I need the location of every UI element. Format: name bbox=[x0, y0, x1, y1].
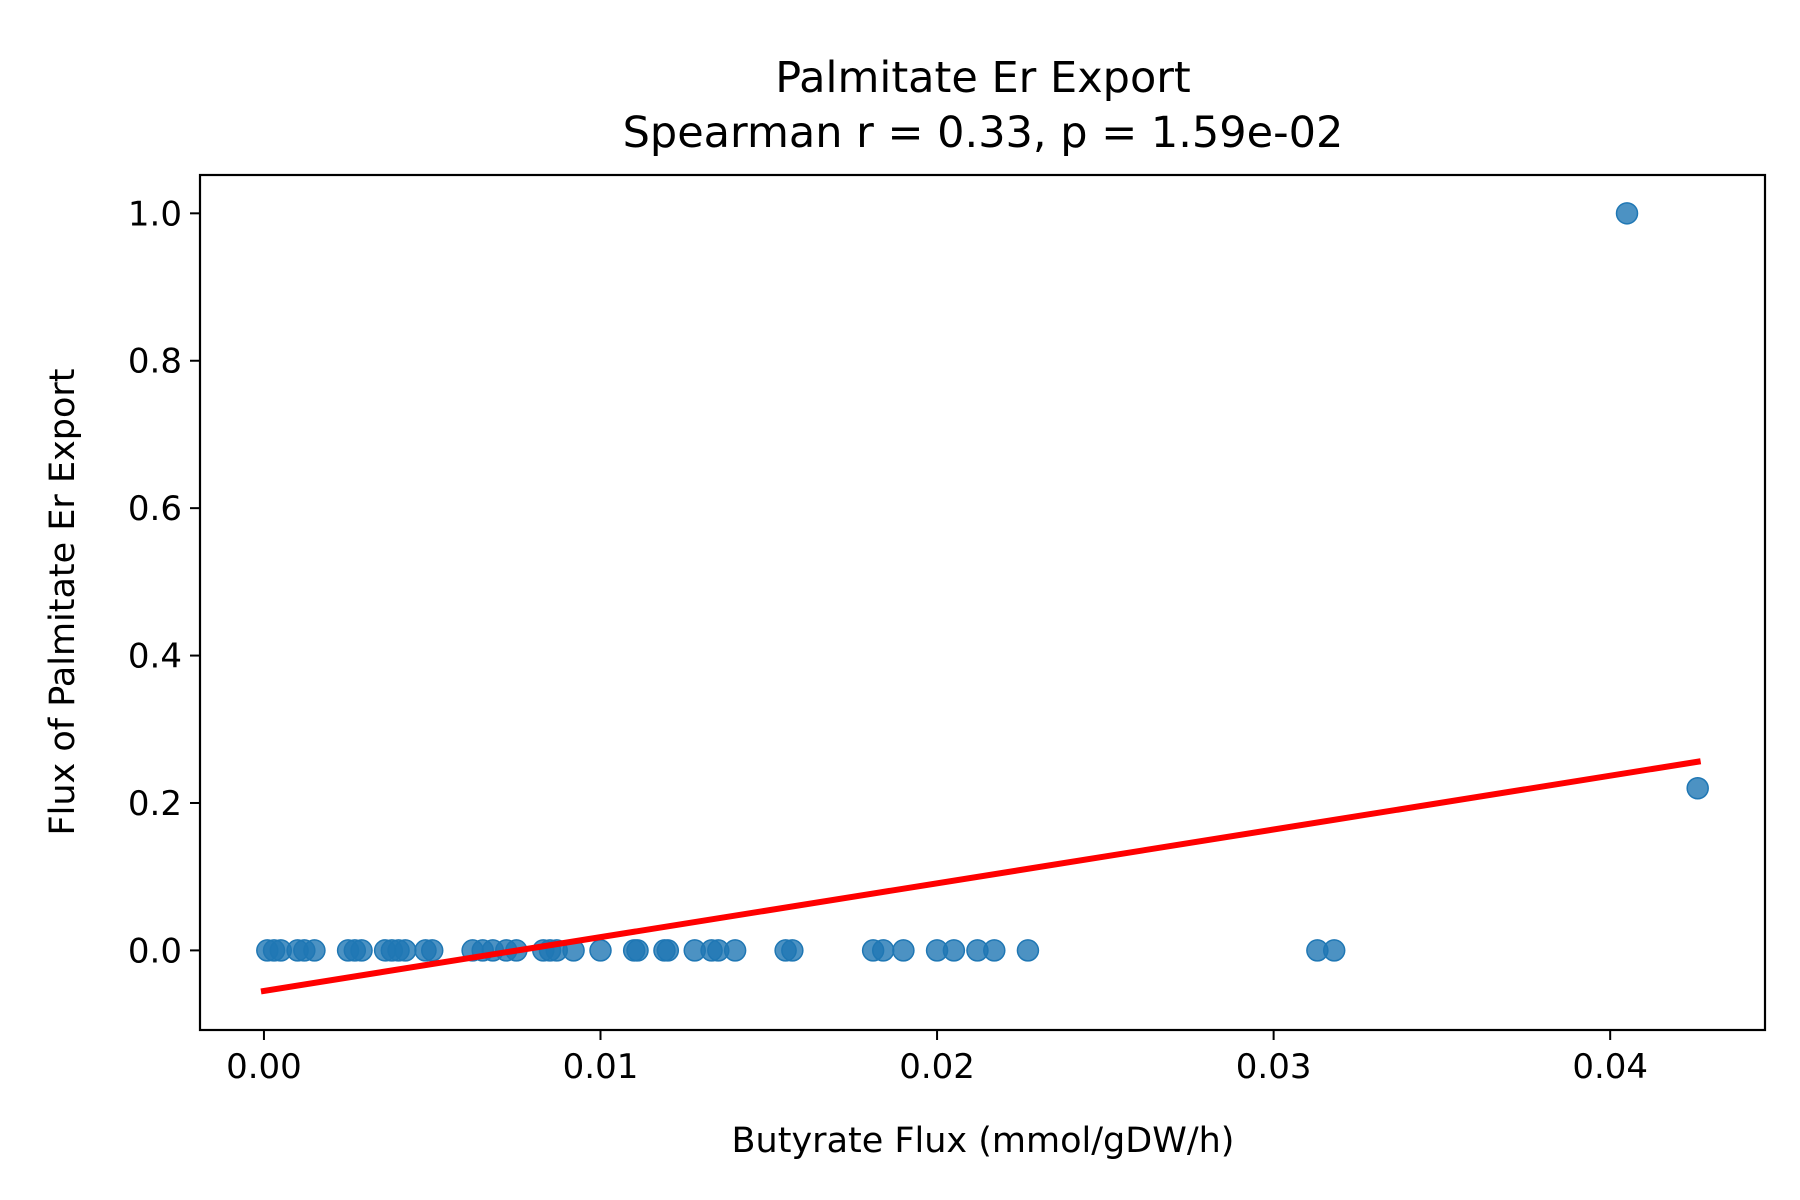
data-point bbox=[350, 939, 373, 962]
data-point bbox=[723, 939, 747, 962]
data-point bbox=[983, 939, 1006, 962]
x-axis-ticks: 0.00 0.01 0.02 0.03 0.04 bbox=[226, 1030, 1648, 1087]
plot-frame bbox=[198, 173, 1767, 1032]
x-tick-label: 0.03 bbox=[1236, 1047, 1312, 1087]
data-point bbox=[303, 939, 326, 962]
data-point bbox=[781, 939, 804, 962]
y-axis-label: Flux of Palmitate Er Export bbox=[43, 368, 83, 835]
x-axis-label: Butyrate Flux (mmol/gDW/h) bbox=[732, 1121, 1235, 1161]
data-point bbox=[394, 939, 417, 962]
scatter-points bbox=[256, 202, 1709, 962]
x-tick-label: 0.04 bbox=[1572, 1047, 1648, 1087]
data-point bbox=[420, 939, 444, 962]
chart-subtitle: Spearman r = 0.33, p = 1.59e-02 bbox=[623, 108, 1344, 158]
y-tick-label: 0.2 bbox=[128, 784, 182, 824]
data-point bbox=[892, 939, 915, 962]
data-point bbox=[589, 939, 612, 962]
y-tick-label: 0.8 bbox=[128, 342, 182, 382]
y-tick-label: 0.0 bbox=[128, 931, 182, 971]
y-axis-ticks: 0.0 0.2 0.4 0.6 0.8 1.0 bbox=[128, 194, 200, 971]
fit-line bbox=[260, 758, 1702, 995]
x-tick-label: 0.01 bbox=[563, 1047, 639, 1087]
data-point bbox=[656, 939, 680, 962]
data-point bbox=[626, 939, 649, 962]
x-tick-label: 0.02 bbox=[899, 1047, 975, 1087]
data-point bbox=[1615, 202, 1639, 225]
data-point bbox=[1016, 939, 1040, 962]
chart-title: Palmitate Er Export bbox=[775, 53, 1191, 103]
y-tick-label: 0.6 bbox=[128, 489, 182, 529]
x-tick-label: 0.00 bbox=[226, 1047, 302, 1087]
regression-line bbox=[260, 758, 1702, 995]
data-point bbox=[1322, 939, 1346, 962]
data-point bbox=[1686, 776, 1709, 800]
data-point bbox=[871, 939, 895, 962]
data-point bbox=[942, 939, 966, 962]
y-tick-label: 1.0 bbox=[128, 194, 182, 234]
y-tick-label: 0.4 bbox=[128, 637, 182, 677]
